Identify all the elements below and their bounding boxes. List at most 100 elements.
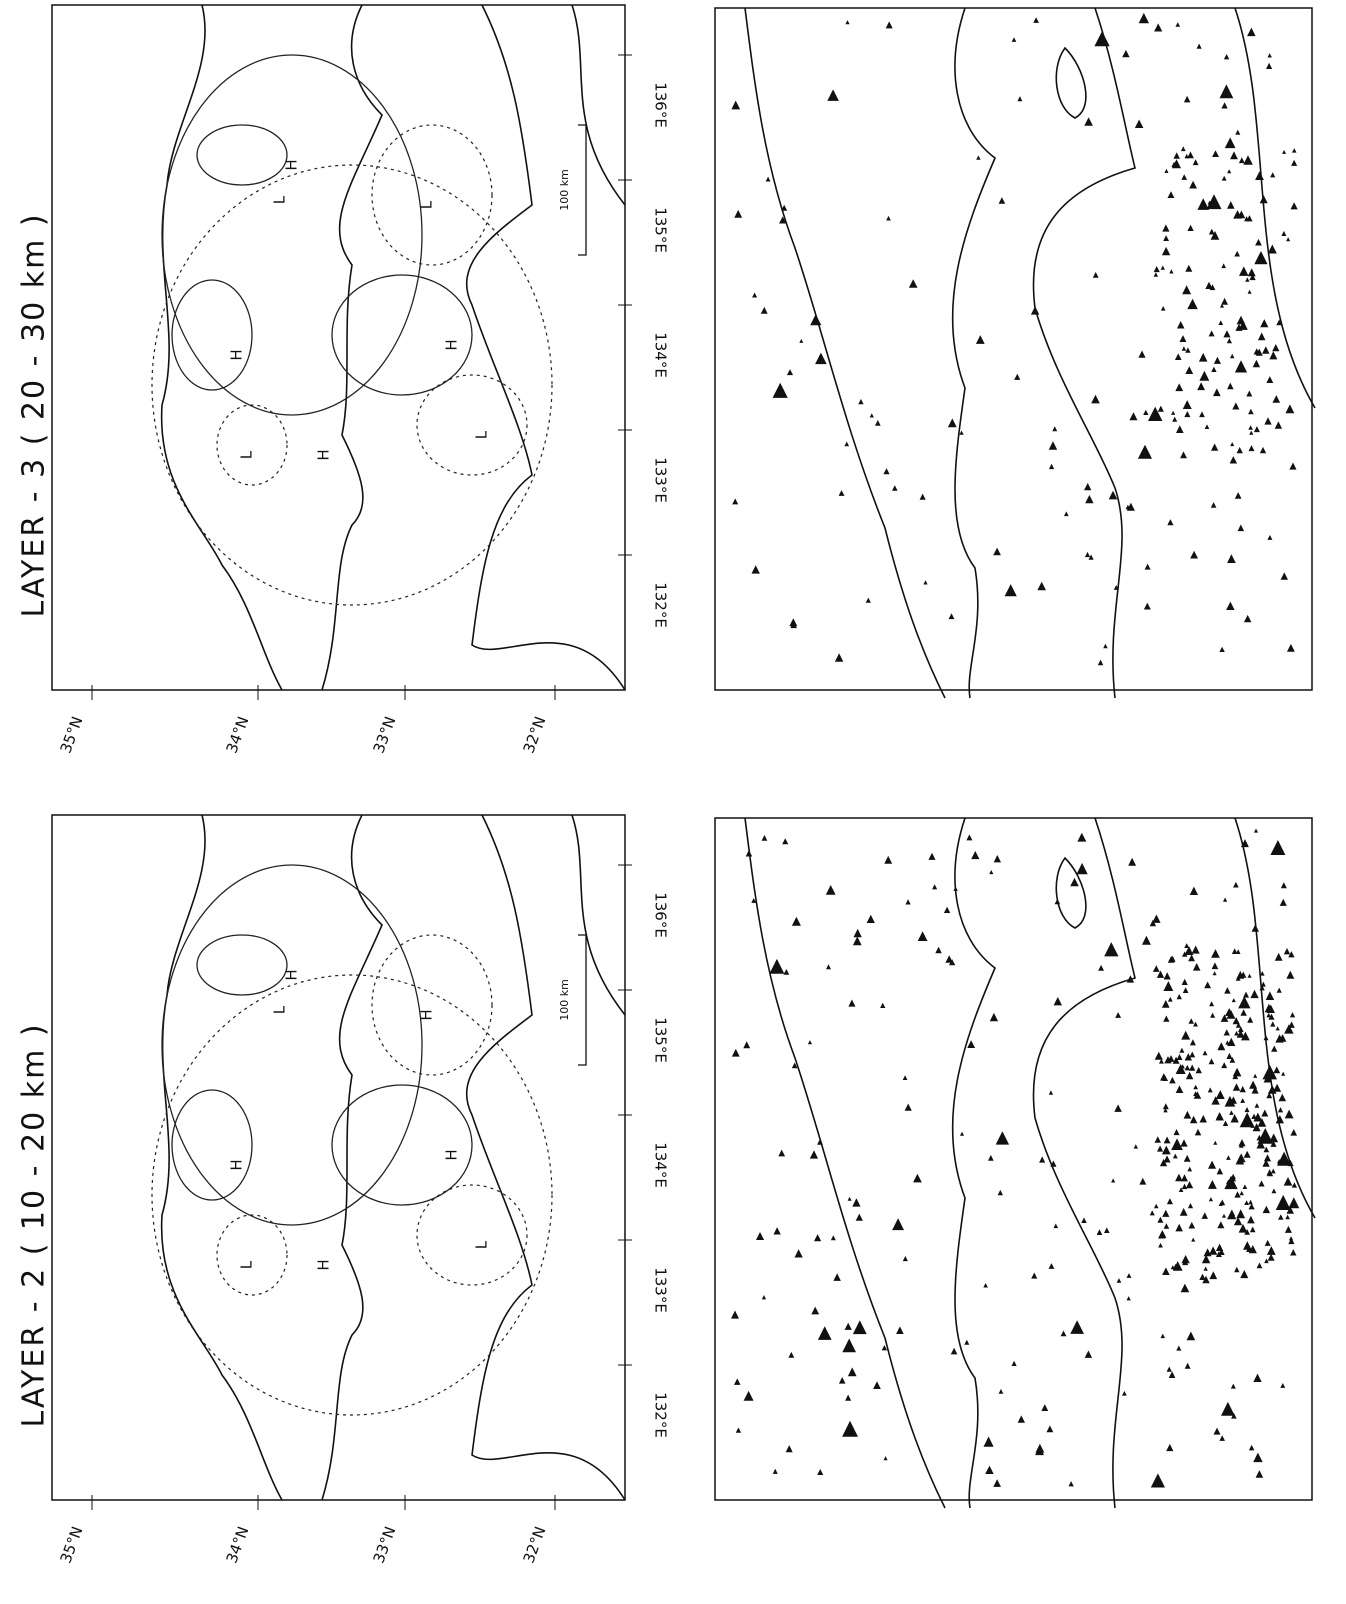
event [1163,235,1169,241]
event [853,928,862,938]
event [1184,1053,1192,1061]
event [1264,417,1272,425]
event [1128,857,1137,866]
event [1207,1087,1213,1093]
event [1167,191,1175,198]
event [1264,1239,1271,1246]
event [1229,1110,1234,1115]
event [1187,151,1194,159]
event [1248,1245,1257,1254]
event [1084,483,1092,491]
event [947,418,957,428]
event [1152,914,1161,923]
event [790,621,797,629]
event [1232,1067,1242,1077]
event [1290,1249,1297,1256]
event [1064,511,1069,517]
event [971,850,980,860]
event [1157,1216,1164,1223]
event [1185,1071,1194,1080]
lat-label: 33°N [370,714,400,756]
event [1184,1064,1191,1071]
event [1175,383,1184,392]
event [1037,581,1046,591]
event [1244,1107,1250,1113]
event [1221,297,1228,305]
event [845,1394,852,1401]
event [1053,1223,1059,1229]
event [827,89,839,101]
event [810,314,822,326]
event [1284,1225,1292,1233]
event [1230,442,1235,447]
event [1168,1371,1176,1378]
contour [371,124,493,266]
event [769,958,785,974]
event [1160,265,1165,270]
event [1171,410,1176,415]
event [1270,1021,1276,1027]
event [1172,1153,1178,1159]
event [1288,1236,1294,1241]
event [1189,886,1199,895]
event [1248,1203,1255,1210]
event [1215,1243,1224,1251]
event [1208,1058,1215,1065]
event [825,885,836,895]
event [1170,1265,1175,1270]
event [1253,1073,1258,1078]
event [1204,981,1212,989]
event [1181,174,1188,180]
event [1291,159,1298,166]
event [1033,17,1039,23]
event [1224,987,1231,994]
event [1203,1266,1208,1271]
event [1232,1083,1241,1091]
event [1193,1084,1198,1090]
event [880,1002,886,1008]
event [1163,981,1174,991]
event [976,155,981,160]
event [1163,972,1171,980]
event [1111,1178,1116,1183]
event [896,1326,904,1334]
event [1262,1159,1270,1167]
contour-center: L [271,195,289,204]
lon-label: 133°E [652,457,670,503]
event [928,852,936,860]
contour [371,934,493,1076]
event [1209,1271,1218,1280]
map-frame [714,817,1313,1501]
event [1266,1004,1275,1013]
event [964,1339,970,1345]
event [1239,1190,1244,1196]
event [1048,463,1055,470]
event [1247,1215,1255,1224]
event [1222,1120,1229,1126]
event [1149,919,1157,927]
event [1288,951,1295,958]
event [1017,96,1023,102]
event [1278,1093,1287,1102]
event [1039,1156,1046,1163]
event [1139,1177,1147,1185]
event [1166,1443,1174,1452]
event [1229,1057,1236,1063]
event [1278,1214,1284,1220]
lon-label: 132°E [652,1392,670,1438]
event [1279,898,1287,906]
contour-map: H L H L H H H L [151,814,626,1501]
event [1289,462,1297,470]
event [1271,1045,1278,1052]
event [1122,1390,1127,1396]
event [1269,351,1278,360]
event [1205,281,1213,289]
event [1189,1115,1198,1124]
event [1113,585,1119,590]
event [960,1131,964,1136]
event [779,216,787,224]
event [1178,1187,1184,1192]
event [858,398,864,405]
event [1208,1160,1217,1169]
event [892,485,898,491]
